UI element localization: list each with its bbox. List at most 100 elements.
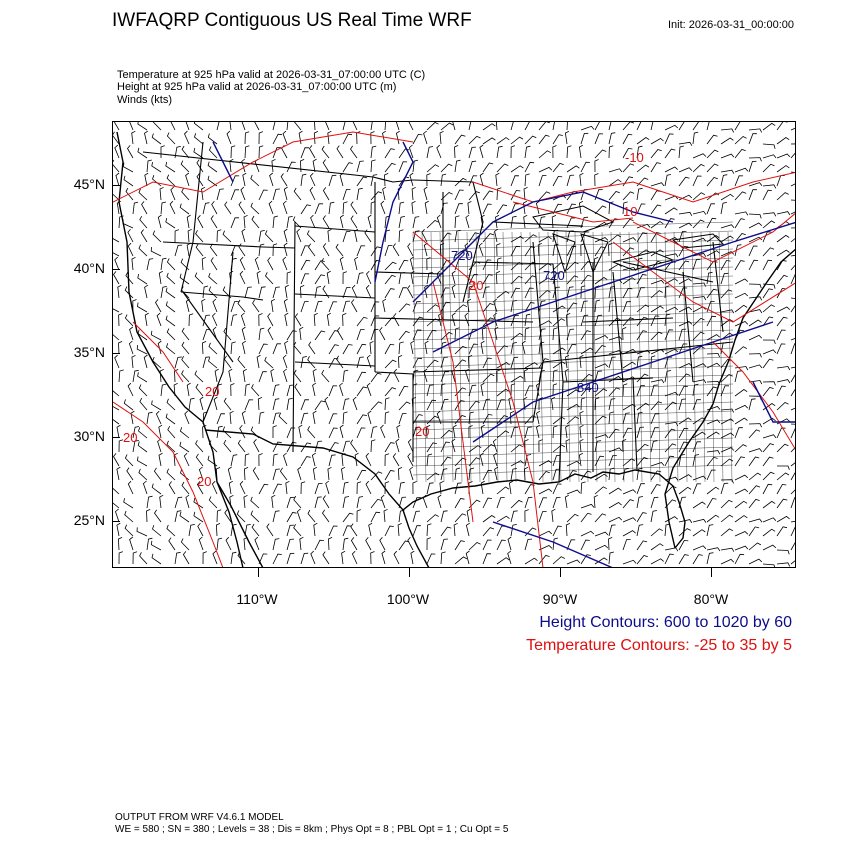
wind-barb (165, 413, 176, 425)
wind-barb (454, 203, 463, 215)
wind-barb (552, 286, 561, 299)
wind-barb (342, 122, 346, 131)
wind-barb (407, 285, 414, 299)
wind-barb (494, 326, 499, 341)
wind-barb (479, 172, 484, 187)
wind-barb (734, 444, 747, 453)
wind-barb (622, 439, 627, 453)
wind-barb (566, 122, 568, 131)
wind-barb (216, 188, 224, 201)
wind-barb (440, 398, 449, 411)
wind-barb (622, 176, 634, 187)
wind-barb (123, 399, 134, 411)
wind-barb (272, 122, 276, 131)
wind-barb (210, 257, 218, 271)
wind-barb (538, 236, 552, 243)
wind-barb (155, 410, 162, 425)
wind-barb (308, 341, 316, 355)
wind-barb (114, 256, 120, 271)
wind-barb (426, 329, 437, 341)
wind-barb (166, 440, 176, 453)
wind-barb (339, 424, 344, 439)
wind-barb (608, 243, 613, 257)
wind-barb (594, 149, 607, 159)
wind-barb (636, 496, 643, 509)
wind-barb (734, 244, 742, 257)
wind-barb (158, 270, 163, 285)
wind-barb (552, 444, 566, 453)
wind-barb (426, 453, 433, 467)
wind-barb (113, 122, 120, 131)
wind-barb (524, 426, 532, 439)
wind-barb (426, 523, 432, 537)
wind-barb (748, 423, 762, 428)
wind-barb (286, 441, 297, 453)
wind-barb (185, 122, 190, 131)
wind-barb (538, 488, 553, 495)
wind-barb (350, 215, 358, 229)
wind-barb (636, 555, 648, 565)
wind-barb (154, 509, 162, 523)
wind-barb (510, 315, 519, 327)
wind-barb (594, 455, 605, 467)
wind-barb (226, 130, 232, 145)
wind-barb (454, 327, 460, 341)
wind-barb (152, 122, 162, 131)
wind-barb (678, 398, 686, 411)
wind-barb (510, 300, 517, 313)
wind-barb (538, 439, 543, 453)
wind-barb (636, 316, 648, 327)
wind-barb (223, 439, 232, 453)
wind-barb (748, 429, 761, 439)
wind-barb (734, 278, 749, 285)
county-line (412, 437, 734, 449)
wind-barb (650, 427, 659, 439)
wind-barb (454, 177, 467, 187)
wind-barb (468, 425, 473, 439)
wind-barb (650, 279, 665, 285)
wind-barb (720, 309, 735, 314)
wind-barb (594, 122, 600, 131)
wind-barb (286, 512, 297, 523)
wind-barb (622, 317, 635, 327)
wind-barb (650, 355, 656, 369)
county-line (421, 231, 427, 483)
wind-barb (496, 257, 502, 271)
wind-barb (762, 189, 772, 201)
wind-barb (151, 400, 162, 411)
county-line (412, 428, 734, 440)
wind-barb (664, 499, 677, 509)
wind-barb (186, 214, 191, 229)
wind-barb (280, 173, 288, 187)
wind-barb (365, 537, 372, 551)
wind-barb (790, 423, 795, 425)
gulf-coastline (402, 469, 686, 549)
wind-barb (272, 343, 281, 355)
wind-barb (678, 385, 688, 397)
wind-barb (313, 131, 319, 145)
wind-barb (286, 427, 296, 439)
wind-barb (566, 328, 575, 341)
wind-barb (350, 439, 358, 453)
wind-barb (336, 145, 344, 159)
wind-barb (678, 528, 691, 537)
county-line (538, 231, 544, 483)
wind-barb (608, 132, 616, 145)
wind-barb (552, 305, 566, 313)
wind-barb (482, 497, 492, 509)
wind-barb (482, 553, 492, 565)
wind-barb (186, 382, 191, 397)
wind-barb (790, 305, 795, 313)
wind-barb (327, 228, 332, 243)
wind-barb (565, 523, 571, 537)
wind-barb (622, 427, 632, 439)
wind-barb (409, 256, 414, 271)
wind-barb (284, 284, 289, 299)
wind-barb (229, 122, 232, 131)
wind-barb (776, 443, 789, 453)
wind-barb (356, 496, 364, 509)
wind-barb (298, 130, 303, 145)
wind-barb (510, 235, 524, 243)
wind-barb (678, 260, 690, 271)
wind-barb (328, 330, 339, 341)
